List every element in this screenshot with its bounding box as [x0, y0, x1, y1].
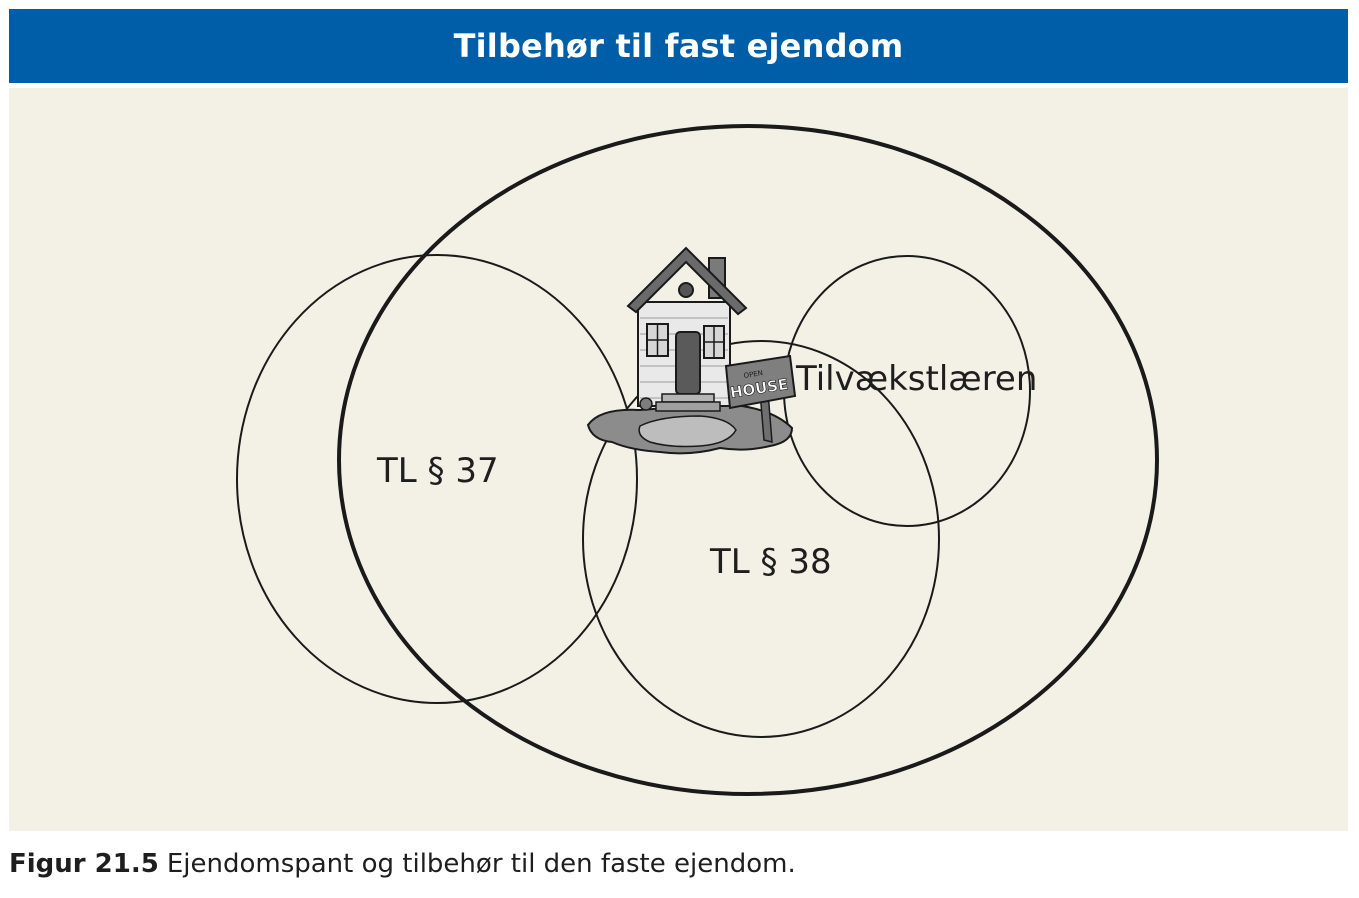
- header-bar: Tilbehør til fast ejendom: [9, 9, 1348, 83]
- sign-open-text: OPEN: [743, 369, 763, 380]
- figure-caption-text: Ejendomspant og tilbehør til den faste e…: [166, 849, 796, 879]
- tl37-label: TL § 37: [376, 451, 499, 491]
- tilvaekst-label: Tilvækstlæren: [795, 359, 1037, 399]
- figure-number: Figur 21.5: [9, 849, 159, 879]
- tl37-circle: [236, 254, 638, 704]
- outer-ellipse: [337, 124, 1159, 796]
- page-title: Tilbehør til fast ejendom: [453, 27, 904, 65]
- house-icon: OPEN HOUSE: [586, 246, 797, 455]
- tl38-circle: [582, 340, 940, 738]
- diagram-panel: [9, 88, 1348, 831]
- tl38-label: TL § 38: [709, 542, 832, 582]
- figure-caption: Figur 21.5 Ejendomspant og tilbehør til d…: [9, 849, 796, 879]
